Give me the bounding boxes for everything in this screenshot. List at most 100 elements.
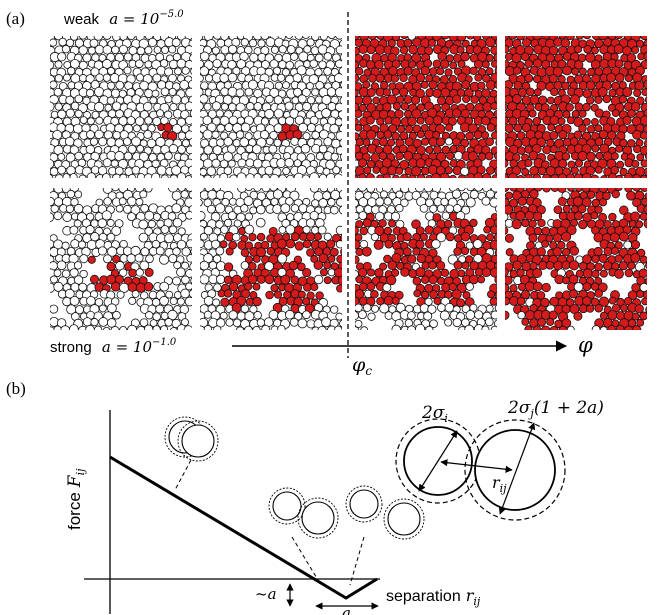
cluster-particle (602, 94, 612, 104)
free-particle (335, 312, 342, 321)
free-particle (243, 325, 253, 330)
free-particle (115, 204, 124, 213)
free-particle (211, 46, 220, 55)
free-particle (168, 225, 178, 235)
cluster-particle (428, 261, 437, 270)
cluster-particle (505, 267, 509, 277)
free-particle (334, 87, 342, 98)
cluster-particle (433, 145, 442, 154)
cluster-particle (616, 160, 625, 169)
cluster-particle (532, 281, 543, 292)
cluster-particle (372, 166, 381, 174)
panel-a-label: (a) (6, 9, 25, 28)
free-particle (101, 210, 112, 221)
cluster-particle (509, 198, 519, 208)
free-particle (159, 281, 170, 292)
weak-exponent: −5.0 (159, 9, 184, 20)
free-particle (330, 189, 341, 200)
cluster-particle (624, 172, 633, 178)
free-particle (653, 205, 662, 214)
free-particle (140, 203, 149, 213)
cluster-particle (628, 219, 637, 228)
free-particle (249, 206, 258, 215)
free-particle (152, 144, 162, 155)
free-particle (160, 46, 169, 55)
cluster-particle (451, 289, 462, 300)
cluster-particle (542, 173, 551, 178)
cluster-particle (597, 282, 608, 293)
free-particle (73, 203, 84, 214)
cluster-particle (449, 144, 458, 154)
free-particle (50, 304, 59, 314)
cluster-particle (630, 211, 641, 222)
free-particle (425, 325, 434, 330)
free-particle (147, 37, 158, 47)
cluster-particle (452, 137, 461, 147)
cluster-particle (374, 44, 386, 55)
cluster-particle (465, 102, 475, 112)
free-particle (185, 269, 192, 278)
free-particle (131, 290, 140, 298)
free-particle (251, 144, 262, 155)
free-particle (200, 131, 204, 140)
cluster-particle (581, 172, 592, 178)
free-particle (160, 87, 170, 97)
cluster-particle (525, 87, 535, 97)
free-particle (340, 153, 342, 161)
free-particle (323, 137, 333, 147)
free-particle (216, 123, 226, 133)
free-particle (169, 174, 179, 178)
cluster-particle (477, 275, 486, 284)
cluster-particle (485, 137, 495, 147)
free-particle (355, 326, 360, 330)
cluster-particle (441, 145, 451, 155)
free-particle (319, 36, 328, 41)
free-particle (370, 232, 379, 242)
free-particle (143, 129, 153, 139)
cluster-particle (358, 103, 367, 112)
cluster-particle (303, 282, 312, 292)
cluster-particle (469, 274, 479, 285)
free-particle (300, 143, 311, 154)
free-particle (186, 254, 192, 263)
cluster-particle (636, 318, 645, 327)
free-particle (306, 123, 317, 133)
cluster-particle (376, 36, 385, 40)
cluster-particle (436, 137, 446, 147)
free-particle (207, 189, 218, 200)
free-particle (348, 219, 356, 227)
free-particle (228, 310, 238, 320)
cluster-particle (244, 255, 254, 264)
cluster-particle (541, 325, 551, 330)
cluster-particle (343, 269, 352, 278)
cluster-particle (532, 173, 542, 178)
cluster-particle (653, 277, 660, 284)
free-particle (145, 254, 154, 264)
free-particle (139, 110, 149, 120)
cluster-particle (378, 151, 388, 161)
free-particle (289, 190, 300, 201)
snapshot-weak-3 (355, 36, 497, 178)
cluster-particle (652, 191, 661, 200)
snapshot-weak-2 (200, 36, 342, 178)
free-particle (319, 188, 329, 193)
free-particle (285, 197, 294, 206)
free-particle (272, 66, 282, 75)
free-particle (200, 59, 205, 69)
free-particle (444, 318, 453, 327)
cluster-particle (594, 303, 604, 313)
free-particle (86, 117, 95, 126)
cluster-particle (571, 110, 580, 119)
free-particle (102, 158, 112, 168)
free-particle (142, 101, 153, 112)
free-particle (355, 188, 359, 193)
cluster-particle (542, 188, 551, 193)
cluster-particle (294, 241, 304, 251)
free-particle (50, 167, 59, 176)
free-particle (74, 94, 84, 104)
free-particle (185, 239, 192, 249)
cluster-particle (415, 267, 426, 278)
free-particle (111, 188, 120, 192)
cluster-particle (412, 247, 421, 256)
cluster-particle (428, 248, 438, 258)
